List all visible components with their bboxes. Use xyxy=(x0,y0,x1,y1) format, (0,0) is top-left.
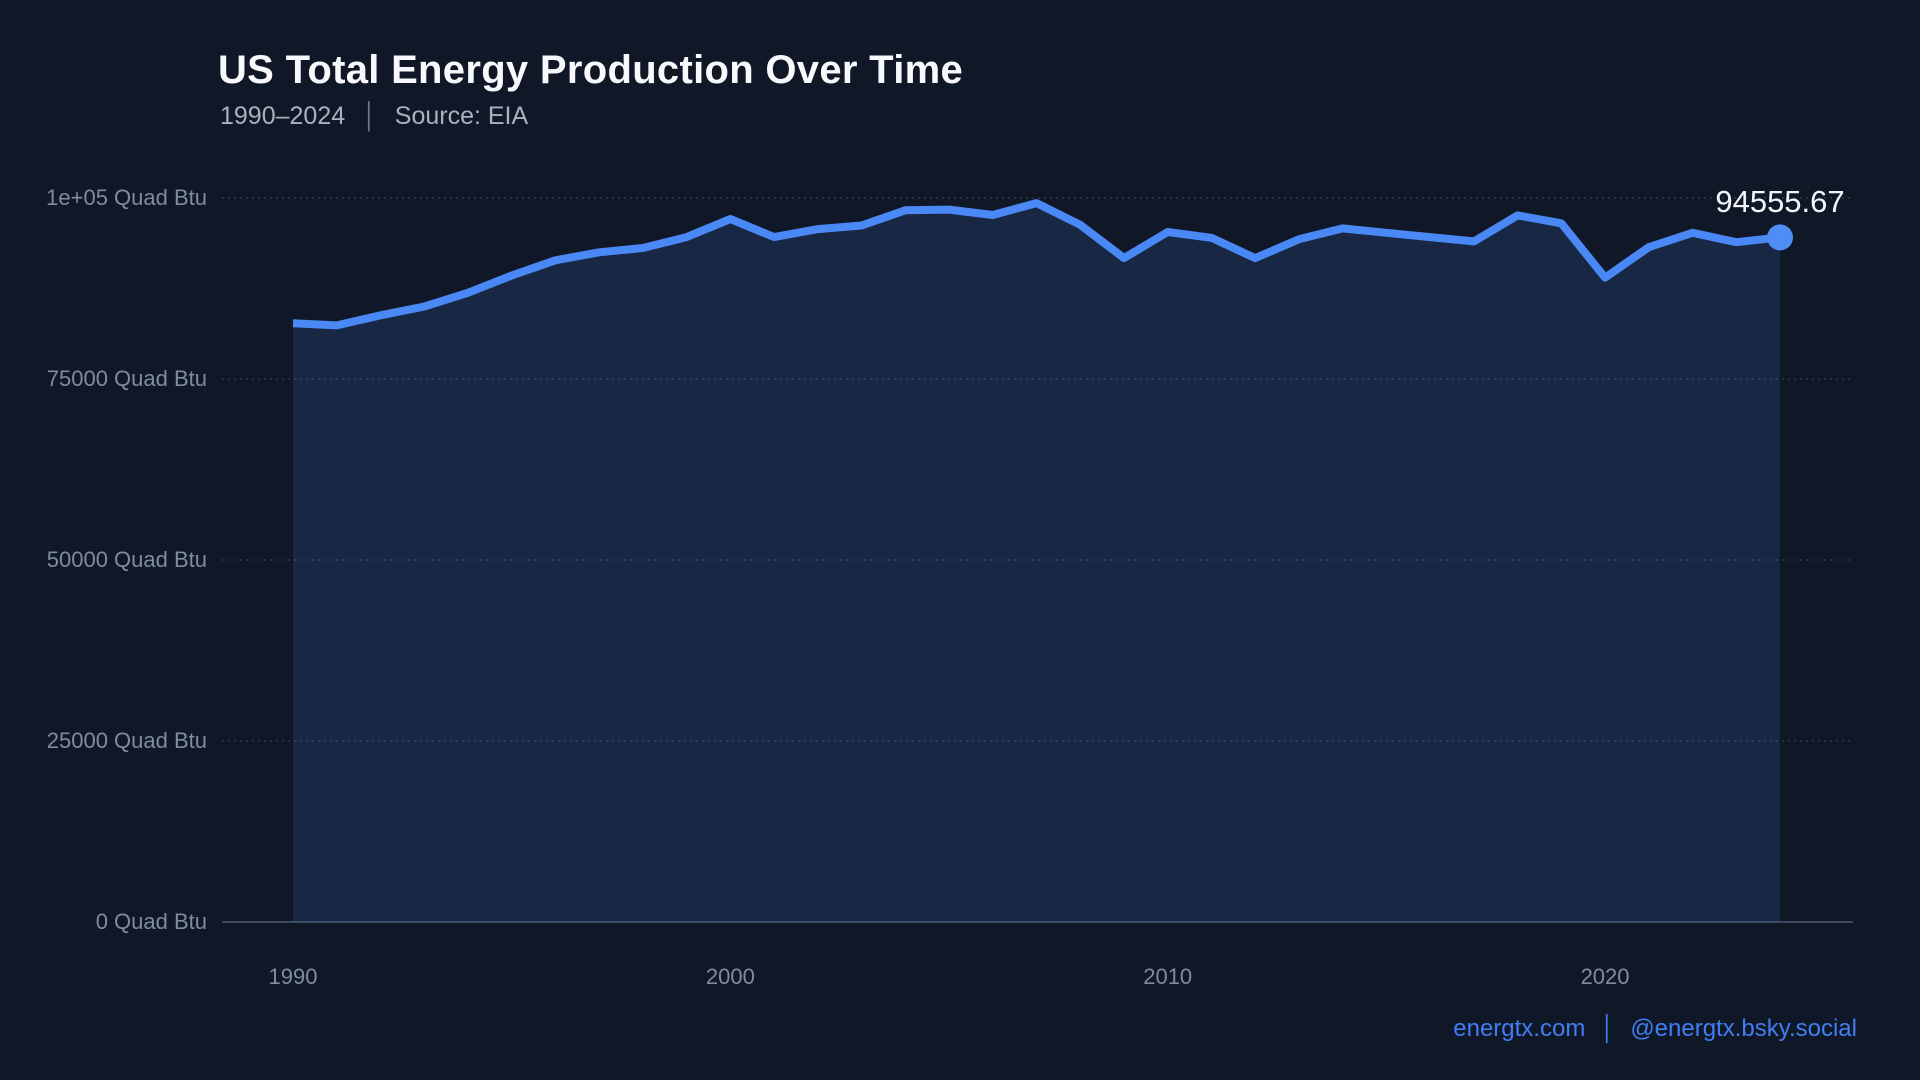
y-tick-label: 50000 Quad Btu xyxy=(46,547,207,572)
x-tick-label: 2020 xyxy=(1580,964,1630,989)
x-tick-label: 2010 xyxy=(1143,964,1193,989)
footer-credits: energtx.com │ @energtx.bsky.social xyxy=(1453,1014,1857,1044)
y-tick-label: 25000 Quad Btu xyxy=(46,728,207,753)
chart-title: US Total Energy Production Over Time xyxy=(218,48,964,92)
end-point-marker xyxy=(1767,224,1793,251)
x-tick-label: 2000 xyxy=(705,964,755,989)
website-link[interactable]: energtx.com xyxy=(1453,1015,1586,1042)
y-tick-label: 0 Quad Btu xyxy=(95,909,207,934)
y-tick-label: 1e+05 Quad Btu xyxy=(46,185,207,210)
last-point-value-label: 94555.67 xyxy=(1715,184,1845,220)
x-tick-label: 1990 xyxy=(268,964,318,989)
footer-separator: │ xyxy=(1600,1015,1616,1042)
subtitle-separator: │ xyxy=(362,102,378,130)
chart-subtitle: 1990–2024 │ Source: EIA xyxy=(220,102,528,131)
y-tick-label: 75000 Quad Btu xyxy=(46,366,207,391)
data-line xyxy=(292,199,1781,330)
area-fill xyxy=(293,203,1780,923)
bluesky-handle-link[interactable]: @energtx.bsky.social xyxy=(1630,1015,1857,1042)
subtitle-source: Source: EIA xyxy=(394,102,529,130)
subtitle-date-range: 1990–2024 xyxy=(220,102,346,130)
